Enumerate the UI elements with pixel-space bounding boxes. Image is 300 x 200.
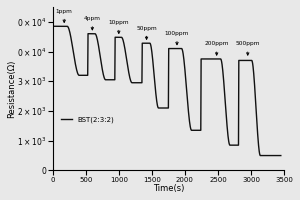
Y-axis label: Resistance(Ω): Resistance(Ω) bbox=[7, 59, 16, 118]
Text: 100ppm: 100ppm bbox=[165, 31, 189, 45]
Text: 500ppm: 500ppm bbox=[236, 41, 260, 55]
Text: 50ppm: 50ppm bbox=[136, 26, 157, 39]
Legend: BST(2:3:2): BST(2:3:2) bbox=[58, 114, 117, 126]
X-axis label: Time(s): Time(s) bbox=[153, 184, 184, 193]
Text: 10ppm: 10ppm bbox=[109, 20, 129, 33]
Text: 200ppm: 200ppm bbox=[204, 41, 229, 55]
Text: 4ppm: 4ppm bbox=[84, 16, 101, 30]
Text: 1ppm: 1ppm bbox=[56, 9, 73, 22]
